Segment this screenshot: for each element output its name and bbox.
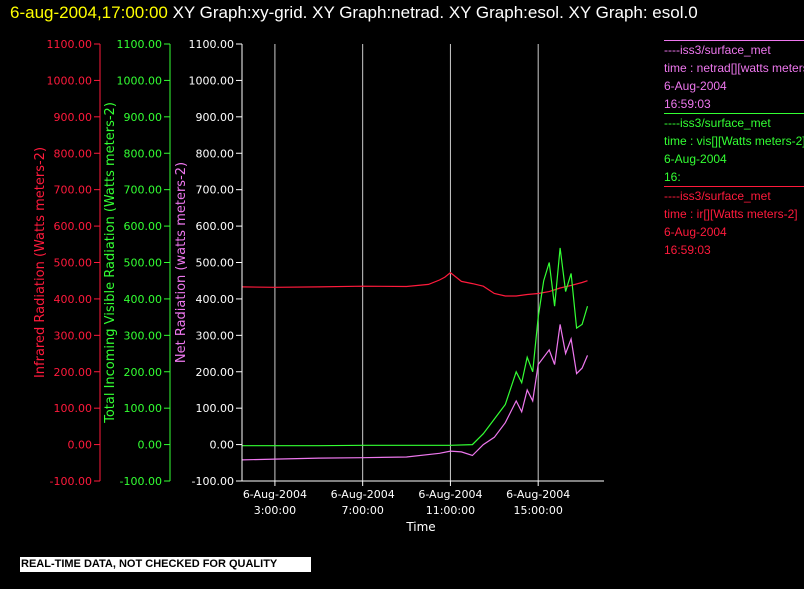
legend-source: ----iss3/surface_met — [664, 116, 771, 130]
y-tick-label: 800.00 — [124, 147, 163, 160]
y-tick-label: 600.00 — [196, 220, 235, 233]
x-tick-label-time: 7:00:00 — [341, 504, 383, 517]
y-tick-label: 500.00 — [54, 257, 93, 270]
y-tick-label: 500.00 — [196, 257, 235, 270]
y-tick-label: -100.00 — [50, 475, 92, 488]
x-tick-label-date: 6-Aug-2004 — [418, 488, 482, 501]
y-tick-label: 1000.00 — [189, 74, 235, 87]
y-tick-label: 300.00 — [196, 329, 235, 342]
x-tick-label-time: 15:00:00 — [513, 504, 562, 517]
y-axis-label-infrared: Infrared Radiation (Watts meters-2) — [33, 147, 48, 378]
y-tick-label: 200.00 — [54, 366, 93, 379]
y-tick-label: 200.00 — [124, 366, 163, 379]
graph-timestamp: 6-aug-2004,17:00:00 — [10, 3, 168, 22]
legend-entry-infrared: ----iss3/surface_met time : ir[][Watts m… — [664, 186, 804, 259]
y-tick-label: 0.00 — [68, 439, 93, 452]
y-tick-label: 800.00 — [54, 147, 93, 160]
y-tick-label: 100.00 — [54, 402, 93, 415]
y-tick-label: 1100.00 — [47, 38, 93, 51]
y-tick-label: 600.00 — [54, 220, 93, 233]
series-line-visible — [242, 247, 589, 447]
y-tick-label: 200.00 — [196, 366, 235, 379]
legend-time: 16:59:03 — [664, 243, 711, 257]
vertical-grid — [274, 44, 539, 481]
series-line-infrared — [241, 271, 588, 297]
y-tick-label: 0.00 — [138, 439, 163, 452]
quality-disclaimer: REAL-TIME DATA, NOT CHECKED FOR QUALITY — [20, 557, 311, 572]
x-tick-label-date: 6-Aug-2004 — [243, 488, 307, 501]
y-tick-label: 600.00 — [124, 220, 163, 233]
y-tick-label: 900.00 — [124, 111, 163, 124]
y-tick-label: 100.00 — [196, 402, 235, 415]
y-tick-label: 700.00 — [124, 184, 163, 197]
y-axis-label-visible: Total Incoming Visible Radiation (Watts … — [103, 102, 118, 424]
legend-variable: time : vis[][Watts meters-2] — [664, 134, 804, 148]
legend-variable: time : netrad[][watts meters-2] — [664, 61, 804, 75]
axes-layer: -100.00 0.00 100.00 200.00 300.00 400.00 500.0… — [47, 38, 604, 517]
y-tick-label: 400.00 — [196, 293, 235, 306]
legend-variable: time : ir[][Watts meters-2] — [664, 207, 798, 221]
y-tick-label: 700.00 — [54, 184, 93, 197]
y-tick-label: 800.00 — [196, 147, 235, 160]
x-tick-label-time: 3:00:00 — [254, 504, 296, 517]
y-tick-label: -100.00 — [120, 475, 162, 488]
y-tick-label: 700.00 — [196, 184, 235, 197]
x-axis-label: Time — [405, 520, 435, 534]
y-tick-label: 500.00 — [124, 257, 163, 270]
legend-date: 6-Aug-2004 — [664, 152, 727, 166]
legend-date: 6-Aug-2004 — [664, 79, 727, 93]
y-tick-label: 900.00 — [196, 111, 235, 124]
y-tick-label: 1100.00 — [117, 38, 163, 51]
y-tick-label: 400.00 — [54, 293, 93, 306]
graph-title: 6-aug-2004,17:00:00 XY Graph:xy-grid. XY… — [10, 2, 770, 24]
y-tick-label: 300.00 — [124, 329, 163, 342]
y-tick-label: -100.00 — [192, 475, 234, 488]
legend: ----iss3/surface_met time : netrad[][wat… — [664, 40, 804, 259]
x-tick-label-date: 6-Aug-2004 — [506, 488, 570, 501]
series-line-net — [241, 324, 589, 461]
y-axis-label-net: Net Radiation (watts meters-2) — [174, 162, 189, 363]
y-tick-label: 300.00 — [54, 329, 93, 342]
x-tick-label-time: 11:00:00 — [426, 504, 475, 517]
y-tick-label: 1100.00 — [189, 38, 235, 51]
legend-date: 6-Aug-2004 — [664, 225, 727, 239]
y-tick-label: 1000.00 — [117, 74, 163, 87]
y-tick-label: 0.00 — [210, 439, 235, 452]
legend-source: ----iss3/surface_met — [664, 43, 771, 57]
y-tick-label: 400.00 — [124, 293, 163, 306]
legend-entry-net: ----iss3/surface_met time : netrad[][wat… — [664, 40, 804, 113]
y-tick-label: 1000.00 — [47, 74, 93, 87]
legend-entry-visible: ----iss3/surface_met time : vis[][Watts … — [664, 113, 804, 186]
graph-title-text: XY Graph:xy-grid. XY Graph:netrad. XY Gr… — [167, 3, 698, 22]
y-tick-label: 900.00 — [54, 111, 93, 124]
series-layer — [241, 247, 589, 461]
legend-time: 16: — [664, 170, 681, 184]
y-tick-label: 100.00 — [124, 402, 163, 415]
legend-source: ----iss3/surface_met — [664, 189, 771, 203]
legend-time: 16:59:03 — [664, 97, 711, 111]
x-tick-label-date: 6-Aug-2004 — [331, 488, 395, 501]
